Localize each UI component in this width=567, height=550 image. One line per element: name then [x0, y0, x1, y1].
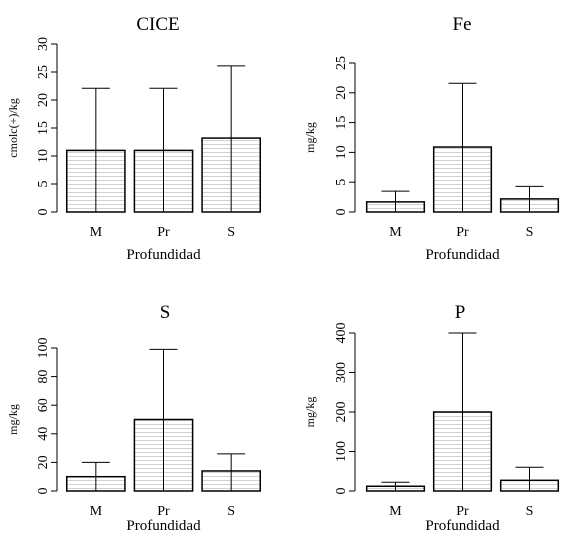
chart-panel-p: P 0 100 200 300 400 mg/kg M Pr S Profundidad	[303, 302, 560, 534]
x-tick-label: M	[90, 225, 103, 240]
y-tick-label: 0	[334, 209, 349, 216]
x-tick-label: M	[90, 504, 103, 519]
x-tick-label: M	[389, 504, 402, 519]
y-tick-label: 200	[334, 402, 349, 423]
x-tick-label: Pr	[157, 504, 170, 519]
chart-panel-s: S 0 20 40 60 80 100 mg/kg M Pr S Profundidad	[6, 302, 262, 534]
y-tick-label: 80	[36, 370, 51, 384]
x-tick-label: S	[227, 225, 235, 240]
y-tick-label: 25	[36, 65, 51, 79]
y-tick-label: 5	[36, 181, 51, 188]
x-axis-label: Profundidad	[126, 518, 201, 534]
y-tick-label: 20	[36, 93, 51, 107]
y-axis-label: mg/kg	[303, 397, 317, 428]
y-tick-label: 100	[36, 338, 51, 359]
y-axis-label: mg/kg	[303, 122, 317, 153]
x-tick-label: Pr	[157, 225, 170, 240]
y-tick-label: 0	[36, 488, 51, 495]
x-tick-label: S	[526, 504, 534, 519]
chart-title: Fe	[453, 14, 472, 35]
y-tick-label: 10	[36, 149, 51, 163]
x-tick-label: S	[227, 504, 235, 519]
x-axis-label: Profundidad	[425, 518, 500, 534]
x-tick-label: Pr	[456, 225, 469, 240]
y-tick-label: 20	[36, 455, 51, 469]
y-axis-label: mg/kg	[6, 404, 20, 435]
chart-title: S	[160, 302, 171, 323]
y-tick-label: 25	[334, 56, 349, 70]
y-tick-label: 10	[334, 145, 349, 159]
chart-panel-fe: Fe 0 5 10 15 20 25 mg/kg M Pr S Profundidad	[303, 14, 560, 263]
y-tick-label: 60	[36, 398, 51, 412]
y-tick-label: 15	[334, 116, 349, 130]
y-tick-label: 0	[334, 488, 349, 495]
y-tick-label: 0	[36, 209, 51, 216]
y-tick-label: 5	[334, 179, 349, 186]
x-tick-label: S	[526, 225, 534, 240]
x-axis-label: Profundidad	[425, 247, 500, 263]
y-tick-label: 40	[36, 427, 51, 441]
chart-panel-cice: CICE 0 5 10 15 20 25 30 cmolc(+)/kg M Pr S Profundid…	[6, 14, 262, 263]
y-tick-label: 100	[334, 441, 349, 462]
y-tick-label: 20	[334, 86, 349, 100]
y-tick-label: 400	[334, 323, 349, 344]
x-tick-label: M	[389, 225, 402, 240]
x-tick-label: Pr	[456, 504, 469, 519]
y-tick-label: 30	[36, 37, 51, 51]
x-axis-label: Profundidad	[126, 247, 201, 263]
y-tick-label: 300	[334, 362, 349, 383]
y-tick-label: 15	[36, 121, 51, 135]
chart-title: CICE	[136, 14, 179, 35]
y-axis-label: cmolc(+)/kg	[6, 98, 20, 157]
chart-title: P	[455, 302, 466, 323]
